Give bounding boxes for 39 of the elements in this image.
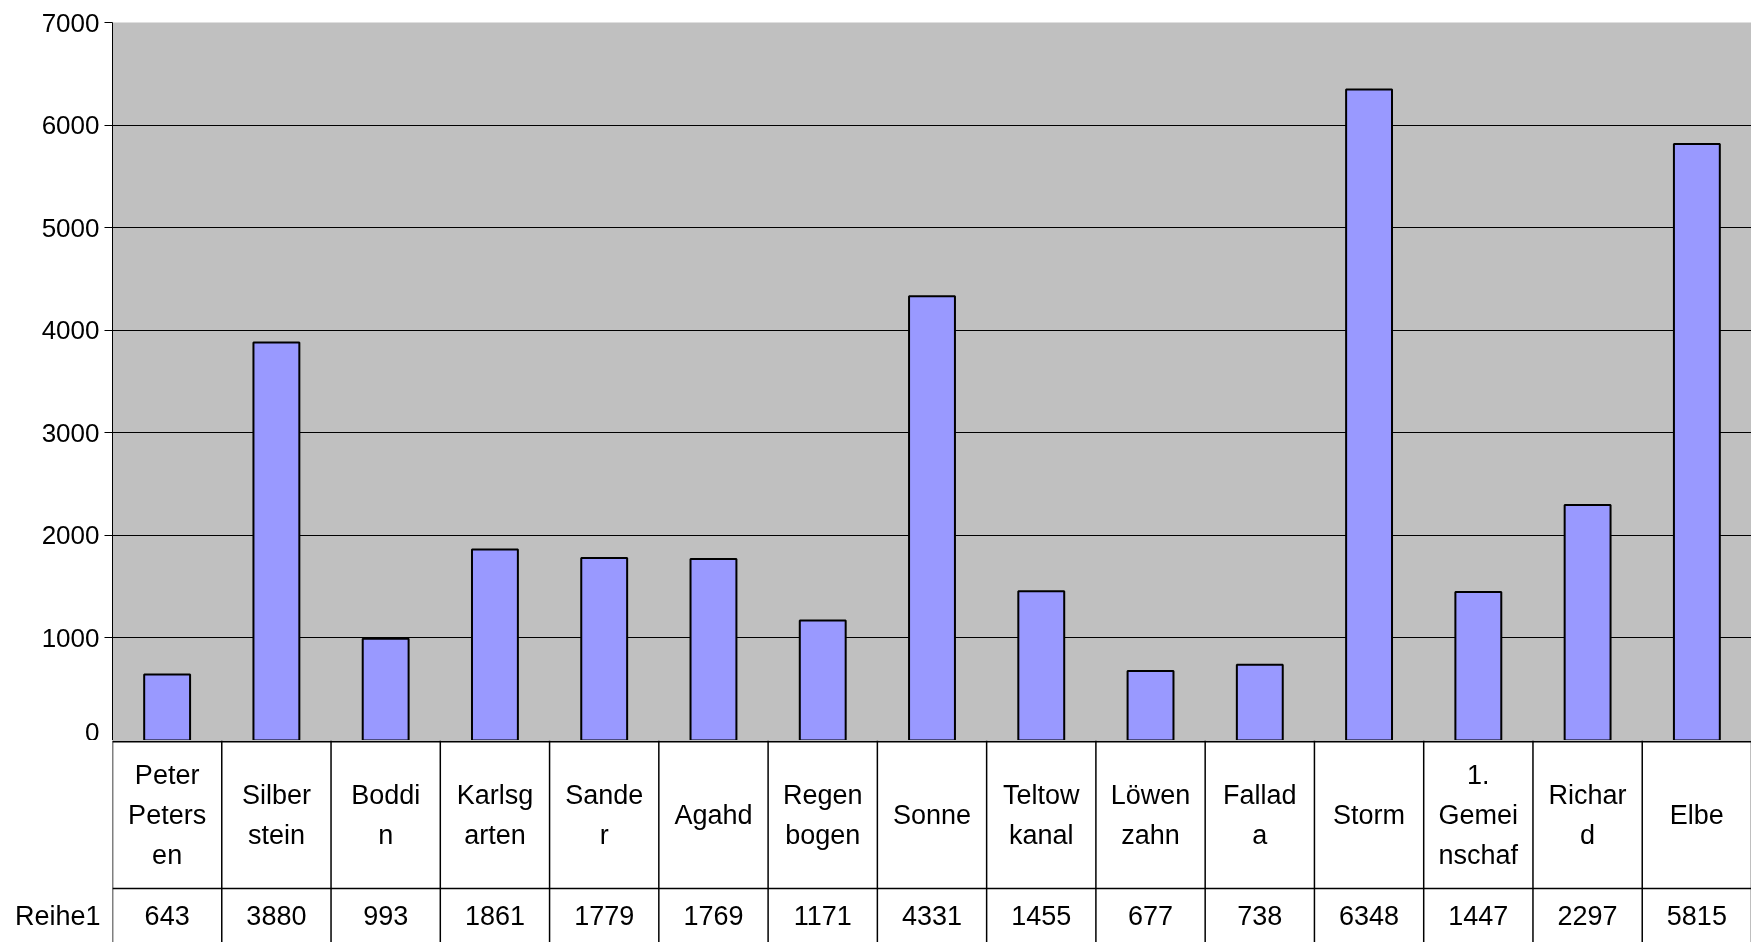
x-tick-label: Karlsgarten (456, 779, 534, 850)
y-tick-label: 0 (85, 716, 100, 747)
data-label: 1779 (574, 901, 635, 931)
x-tick-label: Sander (565, 779, 644, 850)
data-label: 1769 (683, 901, 744, 931)
y-tick-label: 5000 (41, 212, 100, 243)
data-label: 1447 (1448, 901, 1509, 931)
data-label: 738 (1237, 901, 1283, 931)
data-label: 1861 (464, 901, 525, 931)
y-tick-label: 4000 (41, 315, 100, 346)
data-label: 5815 (1666, 901, 1727, 931)
data-label: 4331 (901, 901, 963, 931)
y-tick-label: 1000 (41, 622, 100, 653)
x-tick-label: Agahd (674, 799, 753, 830)
data-label: 2297 (1557, 901, 1618, 931)
x-tick-label: Teltowkanal (1003, 779, 1081, 850)
data-label: 3880 (246, 901, 307, 931)
data-label: 1171 (793, 901, 852, 931)
data-label: 643 (144, 901, 190, 931)
x-tick-label: Silberstein (241, 779, 311, 850)
x-tick-label: Sonne (892, 799, 972, 830)
x-tick-label: Storm (1333, 799, 1406, 830)
x-tick-label: Löwenzahn (1110, 779, 1191, 850)
x-tick-label: 1. Gemeinschaf (1438, 760, 1519, 870)
text: Reihe1 (14, 900, 101, 931)
data-label: 993 (363, 901, 409, 931)
x-tick-label: Regenbogen (782, 779, 863, 850)
y-tick-label: 2000 (41, 520, 100, 551)
y-tick-label: 7000 (41, 7, 100, 38)
x-tick-label: Elbe (1669, 799, 1724, 830)
x-tick-label: Peter Petersen (128, 759, 207, 870)
data-label: 1455 (1011, 901, 1072, 931)
data-label: 677 (1128, 901, 1174, 931)
x-tick-label: Richard (1548, 779, 1627, 850)
y-tick-label: 3000 (41, 417, 100, 448)
x-tick-label: Fallada (1223, 779, 1297, 850)
data-label: 6348 (1339, 901, 1400, 931)
y-tick-label: 6000 (41, 110, 100, 141)
x-tick-label: Boddin (351, 779, 421, 850)
